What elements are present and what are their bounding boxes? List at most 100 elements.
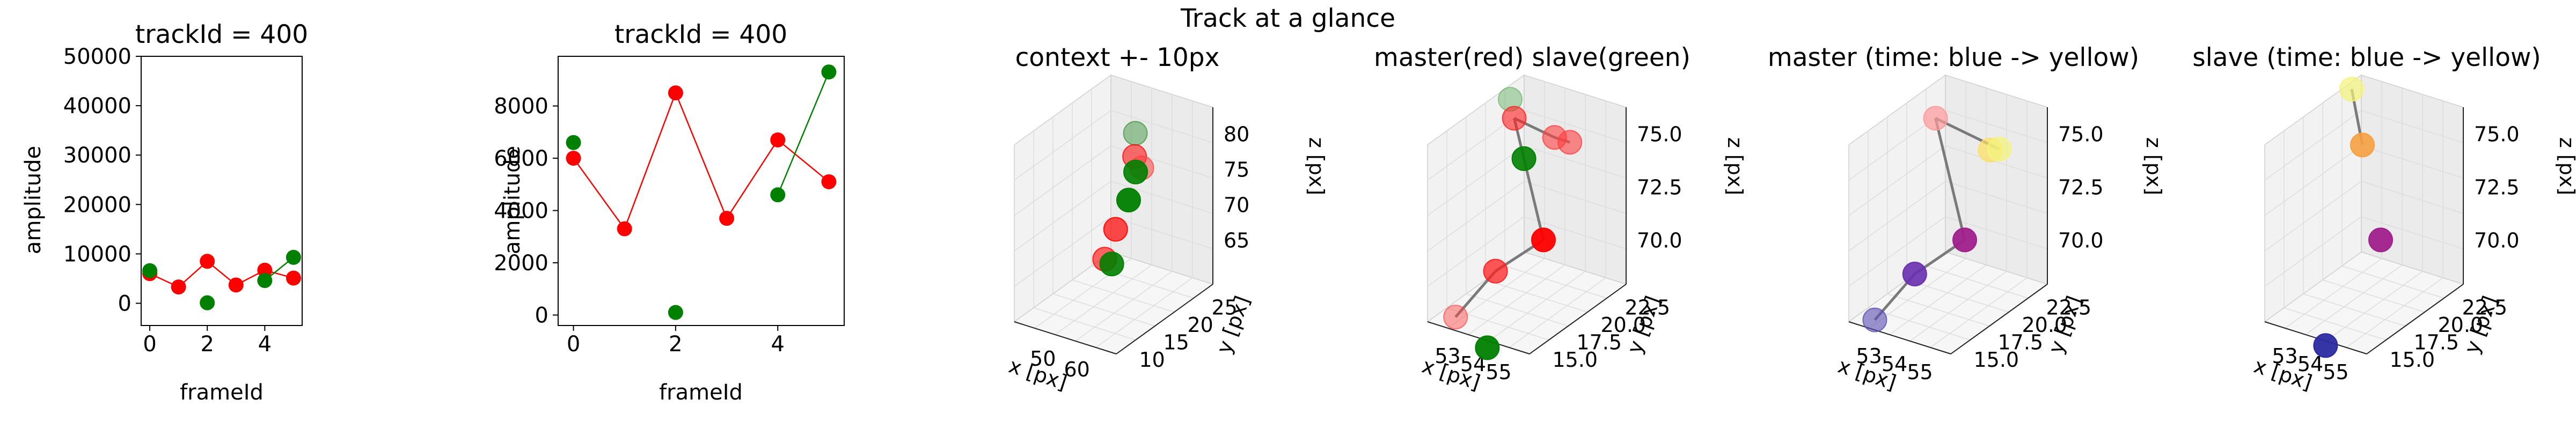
y-tick-label: 50000 <box>63 45 131 69</box>
chart-title: slave (time: blue -> yellow) <box>2192 43 2541 72</box>
plot-frame <box>558 56 845 326</box>
grid-line <box>1930 277 2028 348</box>
axis-line <box>1529 284 1627 354</box>
grid-line <box>2264 145 2362 216</box>
y-tick-label: 22.5 <box>2046 295 2092 319</box>
grid-line <box>1868 307 1971 341</box>
data-point <box>2350 132 2375 158</box>
grid-line <box>2264 216 2362 287</box>
master-slave-3d-chart: master(red) slave(green) x [px] y [px] z… <box>1374 43 1747 395</box>
y-tick-label: 2000 <box>494 251 548 276</box>
grid-line <box>1945 216 2048 249</box>
series-line <box>573 91 830 231</box>
y-tick-label: 17.5 <box>1577 330 1622 354</box>
chart-title: trackId = 400 <box>614 20 787 49</box>
x-tick-label: 53 <box>2272 344 2297 368</box>
z-axis-label: z [px] <box>2142 137 2165 195</box>
z-tick-label: 70.0 <box>2474 229 2520 253</box>
grid-line <box>1075 271 1173 342</box>
grid-line <box>1509 277 1606 348</box>
y-axis-label: amplitude <box>500 146 525 254</box>
grid-line <box>2264 181 2362 252</box>
series-line <box>777 71 830 195</box>
z-tick-label: 70 <box>1224 194 1249 217</box>
data-point <box>1923 106 1948 131</box>
data-point <box>200 295 215 310</box>
axis-pane <box>1524 74 1627 285</box>
grid-line <box>1466 293 1569 327</box>
y-tick-label: 4000 <box>494 199 548 224</box>
data-point <box>257 273 273 289</box>
x-tick-label: 0 <box>143 332 156 357</box>
y-tick-label: 20000 <box>63 193 131 217</box>
axis-line <box>2366 284 2464 354</box>
y-tick-label: 17.5 <box>1998 330 2044 354</box>
y-tick-label: 10000 <box>63 242 131 267</box>
data-point <box>2313 333 2338 358</box>
grid-line <box>1095 277 1193 348</box>
grid-line <box>1033 307 1136 341</box>
master-time-3d-chart: master (time: blue -> yellow) x [px] y [… <box>1768 43 2165 395</box>
x-axis-label: frameId <box>659 380 743 405</box>
y-tick-label: 22.5 <box>1625 295 1671 319</box>
data-point <box>1475 335 1500 360</box>
y-tick-label: 17.5 <box>2414 330 2460 354</box>
data-point <box>200 254 215 269</box>
y-tick-label: 20.0 <box>2438 313 2484 337</box>
data-point <box>566 135 581 150</box>
axis-line <box>2264 321 2367 354</box>
z-tick-label: 75.0 <box>2058 123 2104 146</box>
z-axis-label: z [px] <box>2555 137 2576 195</box>
y-tick-label: 15.0 <box>2390 348 2435 372</box>
data-point <box>286 270 301 286</box>
grid-line <box>1889 264 1987 335</box>
grid-line <box>1488 271 1586 342</box>
x-axis-label: frameId <box>180 380 264 405</box>
grid-line <box>1926 265 2029 299</box>
y-tick-label: 15.0 <box>1553 348 1598 372</box>
y-tick-label: 25 <box>1212 295 1238 319</box>
y-tick-label: 0 <box>118 292 131 316</box>
x-tick-label: 55 <box>1485 360 1511 384</box>
y-tick-label: 15 <box>1163 330 1189 354</box>
grid-line <box>1427 145 1525 216</box>
grid-line <box>1446 307 1549 341</box>
data-point <box>171 279 186 295</box>
chart-title: trackId = 400 <box>135 20 308 49</box>
grid-line <box>2322 279 2425 313</box>
x-tick-label: 4 <box>771 332 785 357</box>
grid-line <box>1945 145 2048 179</box>
x-tick-label: 54 <box>1882 352 1907 376</box>
data-point <box>1952 227 1977 253</box>
grid-line <box>1485 279 1588 313</box>
data-point <box>770 132 786 147</box>
z-tick-label: 75 <box>1224 158 1249 182</box>
grid-line <box>2361 110 2464 143</box>
data-point <box>566 151 581 166</box>
grid-line <box>1909 271 2007 342</box>
axis-pane <box>2361 74 2464 285</box>
amplitude-chart-2: trackId = 400 frameId amplitude 0 2 4 0 2000… <box>494 20 845 405</box>
data-point <box>1531 227 1556 253</box>
y-axis-label: amplitude <box>21 146 46 254</box>
data-point <box>1902 262 1927 286</box>
data-point <box>286 249 301 265</box>
x-tick-label: 2 <box>200 332 214 357</box>
grid-line <box>1504 265 1607 299</box>
x-tick-label: 54 <box>2297 352 2323 376</box>
y-tick-label: 15.0 <box>1974 348 2019 372</box>
data-point <box>1123 121 1148 146</box>
z-axis-label: z [px] <box>1305 137 1328 195</box>
z-tick-label: 75.0 <box>2474 123 2520 146</box>
data-point <box>2368 227 2393 253</box>
grid-line <box>1887 293 1990 327</box>
grid-line <box>1945 110 2048 143</box>
grid-line <box>1014 181 1111 252</box>
chart-title: master(red) slave(green) <box>1374 43 1690 72</box>
y-tick-label: 6000 <box>494 146 548 171</box>
data-point <box>1987 137 2012 162</box>
grid-line <box>1848 181 1946 252</box>
x-tick-label: 60 <box>1064 358 1089 381</box>
data-point <box>821 174 837 189</box>
